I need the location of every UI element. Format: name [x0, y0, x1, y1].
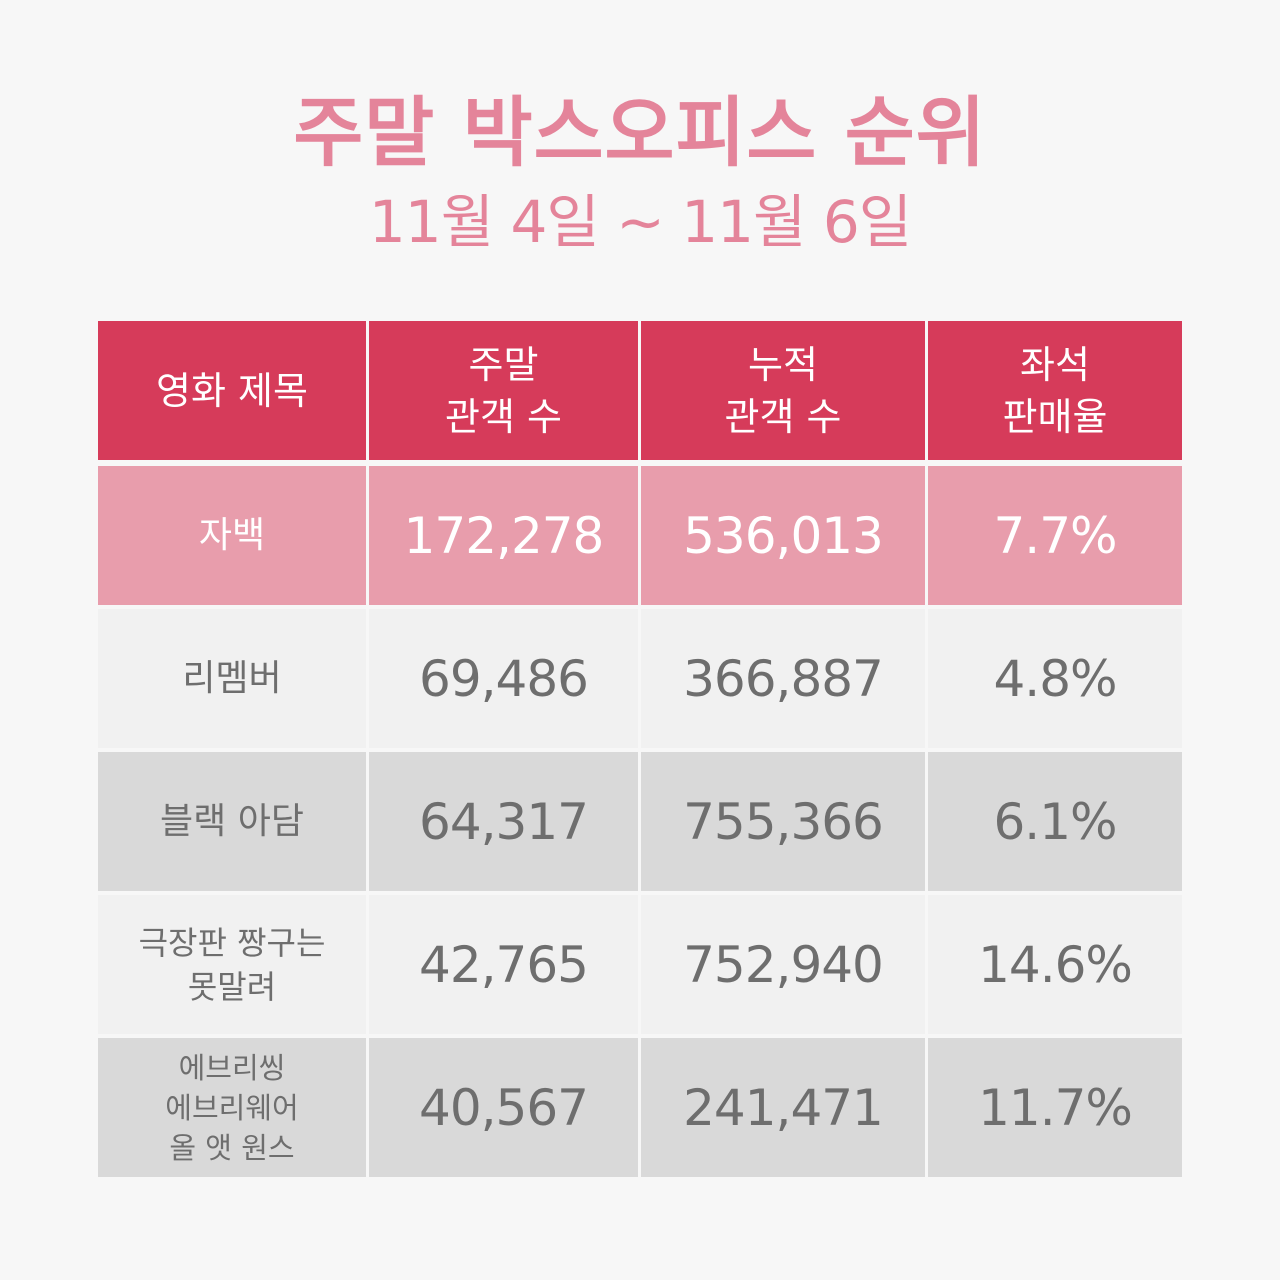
- table-header-row: 영화 제목 주말 관객 수 누적 관객 수 좌석 판매율: [98, 321, 1182, 460]
- table-row: 극장판 짱구는 못말려 42,765 752,940 14.6%: [98, 895, 1182, 1034]
- movie-title: 극장판 짱구는 못말려: [98, 895, 366, 1034]
- seat-sales-rate: 14.6%: [928, 895, 1182, 1034]
- column-header-weekend-audience: 주말 관객 수: [369, 321, 638, 460]
- movie-title: 블랙 아담: [98, 752, 366, 891]
- weekend-audience: 40,567: [369, 1038, 638, 1177]
- weekend-audience: 42,765: [369, 895, 638, 1034]
- weekend-audience: 64,317: [369, 752, 638, 891]
- cumulative-audience: 752,940: [641, 895, 925, 1034]
- movie-title: 리멤버: [98, 609, 366, 748]
- box-office-table: 영화 제목 주말 관객 수 누적 관객 수 좌석 판매율 자백 172,278 …: [98, 321, 1182, 1177]
- cumulative-audience: 241,471: [641, 1038, 925, 1177]
- seat-sales-rate: 7.7%: [928, 466, 1182, 605]
- column-header-movie-title: 영화 제목: [98, 321, 366, 460]
- seat-sales-rate: 11.7%: [928, 1038, 1182, 1177]
- table-row: 리멤버 69,486 366,887 4.8%: [98, 609, 1182, 748]
- column-header-cumulative-audience: 누적 관객 수: [641, 321, 925, 460]
- table-row: 블랙 아담 64,317 755,366 6.1%: [98, 752, 1182, 891]
- cumulative-audience: 755,366: [641, 752, 925, 891]
- movie-title: 에브리씽 에브리웨어 올 앳 원스: [98, 1038, 366, 1177]
- weekend-audience: 172,278: [369, 466, 638, 605]
- cumulative-audience: 536,013: [641, 466, 925, 605]
- date-range: 11월 4일 ~ 11월 6일: [368, 188, 912, 256]
- cumulative-audience: 366,887: [641, 609, 925, 748]
- seat-sales-rate: 4.8%: [928, 609, 1182, 748]
- column-header-seat-sales-rate: 좌석 판매율: [928, 321, 1182, 460]
- movie-title: 자백: [98, 466, 366, 605]
- page-title: 주말 박스오피스 순위: [293, 88, 987, 177]
- seat-sales-rate: 6.1%: [928, 752, 1182, 891]
- table-row: 에브리씽 에브리웨어 올 앳 원스 40,567 241,471 11.7%: [98, 1038, 1182, 1177]
- table-row: 자백 172,278 536,013 7.7%: [98, 466, 1182, 605]
- weekend-audience: 69,486: [369, 609, 638, 748]
